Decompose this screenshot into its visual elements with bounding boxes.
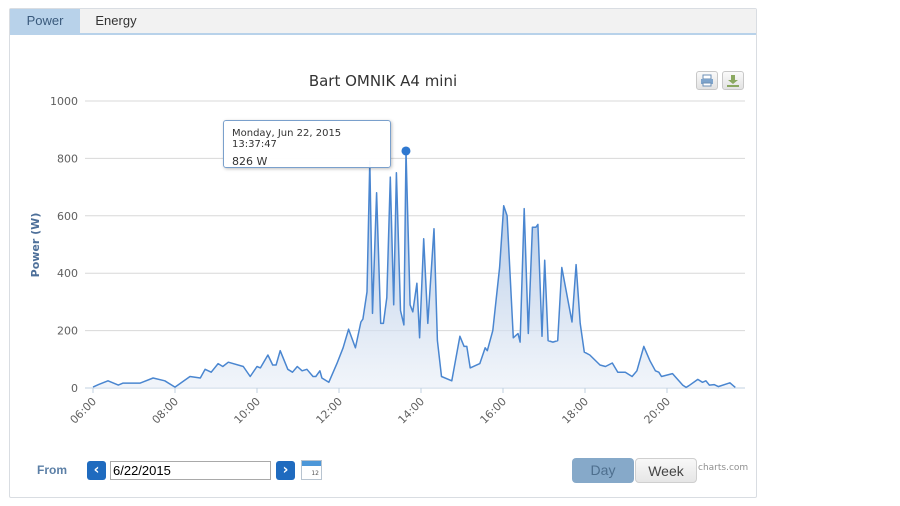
tooltip: Monday, Jun 22, 2015 13:37:47 826 W: [223, 120, 391, 168]
hover-marker: [401, 146, 411, 156]
chart-panel: Power Energy: [9, 8, 757, 498]
day-button[interactable]: Day: [572, 458, 634, 483]
y-axis-label: Power (W): [29, 213, 42, 278]
print-button[interactable]: [696, 71, 718, 90]
y-tick-label: 1000: [50, 95, 78, 108]
tab-bar: Power Energy: [10, 9, 756, 35]
x-tick-label: 08:00: [150, 395, 182, 427]
chevron-left-icon: ‹: [93, 462, 100, 478]
credits-link[interactable]: charts.com: [698, 463, 749, 473]
x-tick-label: 16:00: [478, 395, 510, 427]
x-tick-label: 18:00: [560, 395, 592, 427]
tooltip-value: 826 W: [232, 155, 268, 168]
next-day-button[interactable]: ›: [276, 461, 295, 480]
series-area: [93, 150, 736, 388]
download-icon: [727, 75, 739, 87]
previous-day-button[interactable]: ‹: [87, 461, 106, 480]
x-tick-label: 12:00: [314, 395, 346, 427]
x-tick-label: 10:00: [232, 395, 264, 427]
calendar-icon: [302, 461, 321, 466]
y-tick-label: 800: [57, 152, 78, 165]
chevron-right-icon: ›: [282, 462, 289, 478]
series-line: [92, 150, 736, 389]
download-button[interactable]: [722, 71, 744, 90]
x-tick-label: 20:00: [642, 395, 674, 427]
chart-title: Bart OMNIK A4 mini: [309, 72, 457, 90]
week-button[interactable]: Week: [635, 458, 697, 483]
x-tick-label: 14:00: [396, 395, 428, 427]
from-label: From: [37, 463, 67, 477]
tooltip-date: Monday, Jun 22, 2015 13:37:47: [232, 128, 342, 150]
tab-power[interactable]: Power: [10, 9, 80, 33]
y-tick-label: 200: [57, 325, 78, 338]
calendar-button[interactable]: 12: [301, 460, 322, 480]
x-tick-label: 06:00: [68, 395, 100, 427]
y-tick-label: 0: [71, 382, 78, 395]
calendar-day: 12: [311, 470, 319, 477]
y-tick-label: 600: [57, 210, 78, 223]
y-tick-label: 400: [57, 267, 78, 280]
printer-icon: [701, 74, 713, 87]
tab-energy[interactable]: Energy: [95, 13, 137, 28]
date-input[interactable]: [110, 461, 271, 480]
